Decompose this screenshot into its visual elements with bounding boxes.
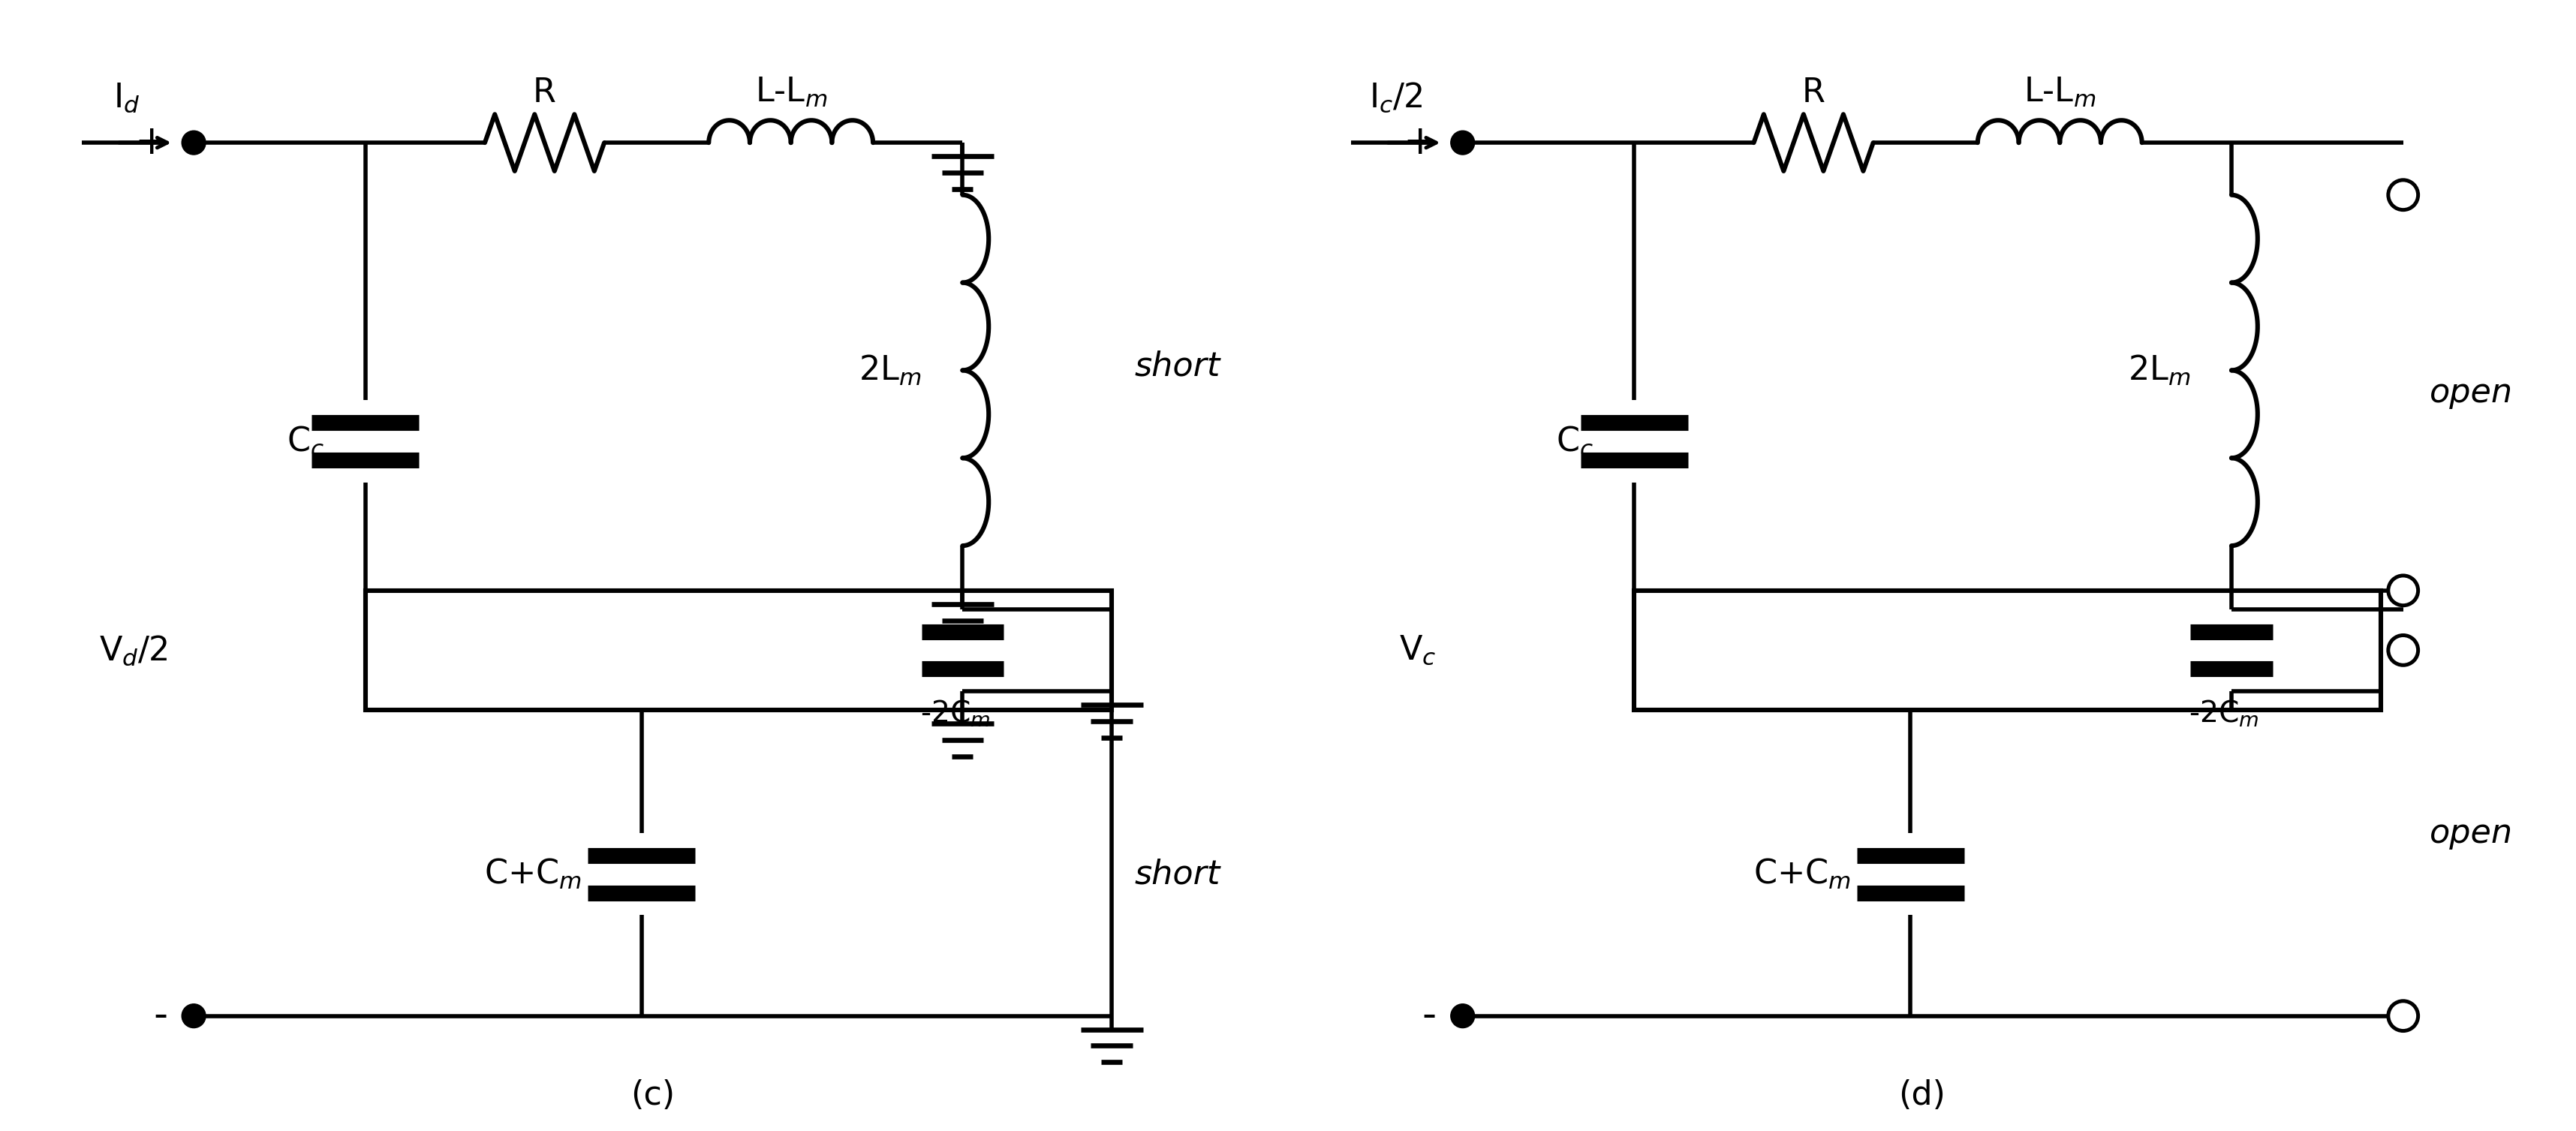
Text: 2L$_m$: 2L$_m$ (2128, 353, 2190, 387)
Text: I$_c$/2: I$_c$/2 (1368, 81, 1422, 114)
Text: V$_d$/2: V$_d$/2 (100, 633, 167, 667)
Text: I$_d$: I$_d$ (113, 81, 139, 114)
Circle shape (183, 1004, 206, 1028)
Text: (c): (c) (631, 1079, 675, 1112)
Text: R: R (533, 77, 556, 109)
Text: -: - (152, 996, 167, 1036)
Circle shape (2388, 576, 2419, 605)
Circle shape (2388, 1001, 2419, 1030)
Text: C$_c$: C$_c$ (286, 424, 325, 458)
Circle shape (1450, 131, 1473, 155)
Circle shape (1450, 1004, 1473, 1028)
Circle shape (2388, 180, 2419, 210)
Text: 2L$_m$: 2L$_m$ (858, 353, 922, 387)
Text: +: + (134, 123, 167, 162)
Text: (d): (d) (1899, 1079, 1945, 1112)
Text: C+C$_m$: C+C$_m$ (484, 857, 582, 891)
Text: C$_c$: C$_c$ (1556, 424, 1595, 458)
Text: L-L$_m$: L-L$_m$ (755, 76, 827, 109)
Text: -: - (1422, 996, 1437, 1036)
Text: open: open (2429, 817, 2512, 849)
Text: V$_c$: V$_c$ (1399, 633, 1437, 666)
Circle shape (183, 131, 206, 155)
Text: -2C$_m$: -2C$_m$ (920, 699, 989, 729)
Bar (1633, 590, 2380, 710)
Text: open: open (2429, 377, 2512, 408)
Text: C+C$_m$: C+C$_m$ (1754, 857, 1850, 891)
Text: +: + (1404, 123, 1437, 162)
Circle shape (2388, 636, 2419, 665)
Text: short: short (1133, 858, 1221, 890)
Text: L-L$_m$: L-L$_m$ (2025, 76, 2097, 109)
Text: R: R (1801, 77, 1826, 109)
Bar (366, 590, 1113, 710)
Text: -2C$_m$: -2C$_m$ (2190, 699, 2259, 729)
Text: short: short (1133, 351, 1221, 382)
